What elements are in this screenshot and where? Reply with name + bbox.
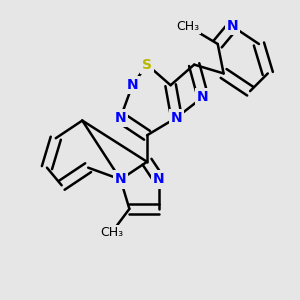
Text: N: N: [115, 111, 126, 124]
Text: N: N: [197, 90, 209, 104]
Text: CH₃: CH₃: [100, 226, 123, 239]
Text: N: N: [171, 111, 182, 124]
Text: S: S: [142, 58, 152, 72]
Text: CH₃: CH₃: [177, 20, 200, 33]
Text: N: N: [127, 78, 138, 92]
Text: N: N: [153, 172, 165, 186]
Text: N: N: [115, 172, 126, 186]
Text: N: N: [226, 19, 238, 33]
